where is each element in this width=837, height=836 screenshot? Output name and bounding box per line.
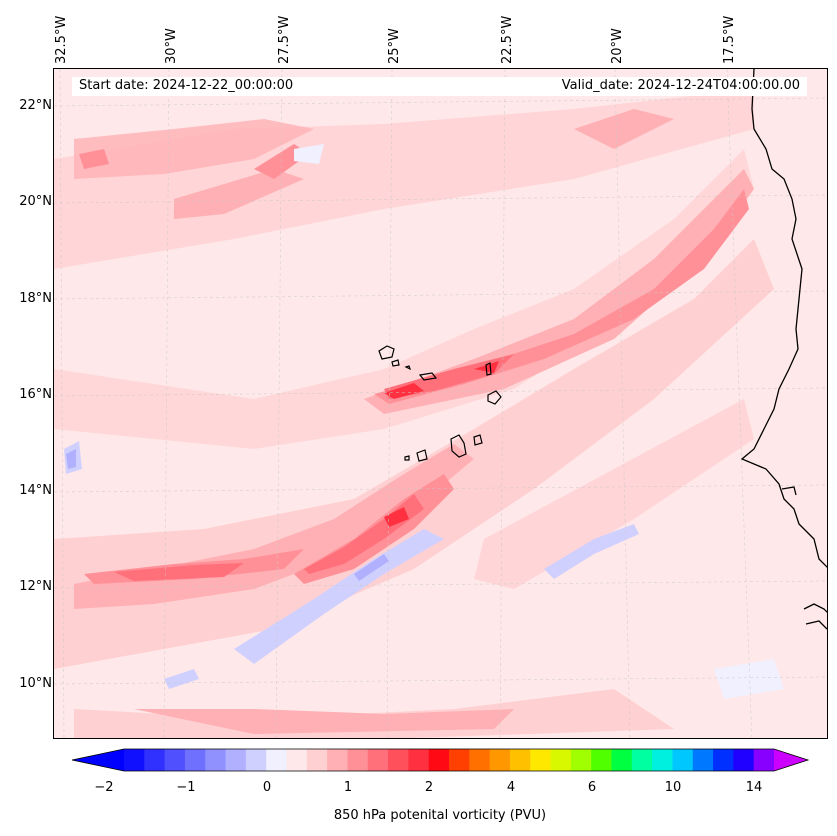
colorbar-swatch [733, 749, 755, 771]
colorbar-swatch [164, 749, 186, 771]
colorbar-swatch [124, 749, 145, 771]
colorbar-swatch [205, 749, 227, 771]
colorbar-swatch [611, 749, 633, 771]
colorbar-tick-label: 14 [745, 780, 763, 795]
colorbar-swatch [672, 749, 694, 771]
colorbar-swatch [225, 749, 247, 771]
lon-label: 32.5°W [54, 15, 69, 64]
colorbar-swatch [184, 749, 206, 771]
colorbar-swatch [428, 749, 450, 771]
lat-label: 18°N [19, 291, 52, 306]
date-info-bar: Start date: 2024-12-22_00:00:00 Valid_da… [72, 77, 807, 96]
colorbar-tick-label: −2 [94, 780, 114, 795]
colorbar-swatch [509, 749, 531, 771]
colorbar-swatch [266, 749, 287, 771]
colorbar-swatch [692, 749, 714, 771]
colorbar-tick-label: 2 [424, 780, 434, 795]
colorbar-tick-label: 0 [262, 780, 272, 795]
colorbar-swatch [631, 749, 653, 771]
colorbar-tick-label: 6 [587, 780, 597, 795]
colorbar-swatch [753, 749, 775, 771]
colorbar-swatch [144, 749, 166, 771]
colorbar-swatch [347, 749, 369, 771]
colorbar-swatch [469, 749, 491, 771]
lon-label: 27.5°W [277, 15, 292, 64]
colorbar-over-extend [774, 749, 808, 771]
colorbar [71, 748, 810, 772]
colorbar-tick-label: 4 [506, 780, 516, 795]
colorbar-swatch [367, 749, 389, 771]
colorbar-swatch [550, 749, 572, 771]
lon-label: 20°W [610, 28, 625, 64]
lon-label: 25°W [387, 28, 402, 64]
colorbar-swatch [408, 749, 430, 771]
lat-label: 10°N [19, 676, 52, 691]
colorbar-swatch [286, 749, 308, 771]
colorbar-swatch [245, 749, 267, 771]
colorbar-swatch [489, 749, 511, 771]
colorbar-swatch [306, 749, 328, 771]
lat-label: 22°N [19, 98, 52, 113]
colorbar-tick-label: 1 [343, 780, 353, 795]
lat-label: 16°N [19, 387, 52, 402]
colorbar-outline [71, 748, 810, 772]
colorbar-swatch [591, 749, 612, 771]
lat-label: 12°N [19, 579, 52, 594]
colorbar-title: 850 hPa potenital vorticity (PVU) [333, 808, 547, 823]
lon-label: 30°W [164, 28, 179, 64]
colorbar-swatch [570, 749, 592, 771]
lat-label: 14°N [19, 483, 52, 498]
valid-date-label: Valid_date: 2024-12-24T04:00:00.00 [561, 78, 800, 93]
lon-label: 17.5°W [722, 15, 737, 64]
lon-label: 22.5°W [500, 15, 515, 64]
colorbar-tick-label: −1 [176, 780, 196, 795]
lat-label: 20°N [19, 194, 52, 209]
colorbar-swatch [713, 749, 734, 771]
pv-field [54, 69, 827, 738]
colorbar-swatch [388, 749, 409, 771]
colorbar-swatch [449, 749, 470, 771]
map-panel [53, 68, 828, 739]
colorbar-under-extend [72, 749, 124, 771]
colorbar-swatch [327, 749, 348, 771]
start-date-label: Start date: 2024-12-22_00:00:00 [79, 78, 294, 93]
colorbar-swatch [652, 749, 673, 771]
colorbar-swatch [530, 749, 552, 771]
colorbar-tick-label: 10 [664, 780, 682, 795]
